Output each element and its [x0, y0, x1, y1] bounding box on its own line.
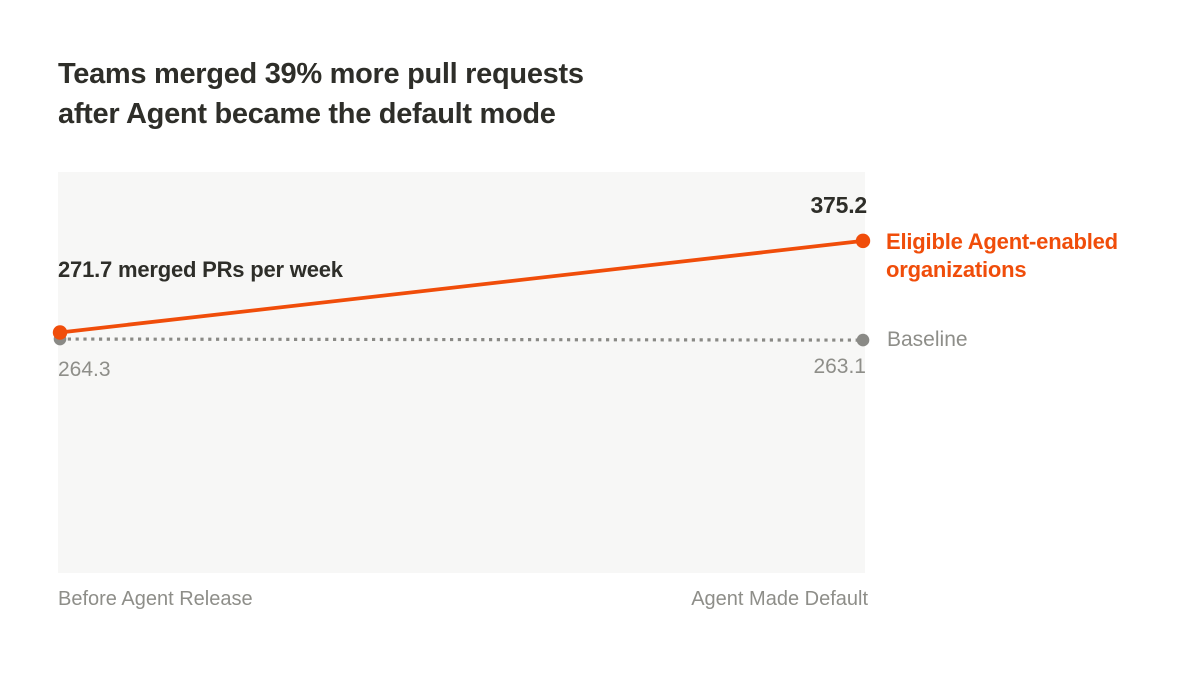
- agent-series-end-value: 375.2: [810, 192, 867, 218]
- plot-area: 271.7 merged PRs per week 375.2 264.3 26…: [52, 172, 871, 573]
- chart-title-line2: after Agent became the default mode: [58, 98, 556, 130]
- x-axis-label-before: Before Agent Release: [58, 588, 253, 610]
- legend-baseline-series-label: Baseline: [887, 328, 968, 351]
- agent-series-start-annotation: 271.7 merged PRs per week: [58, 257, 343, 282]
- baseline-end-value: 263.1: [813, 355, 866, 378]
- x-axis-label-after: Agent Made Default: [691, 588, 868, 610]
- legend-agent-series-label: Eligible Agent-enabled organizations: [886, 229, 1118, 282]
- x-axis-labels: Before Agent Release Agent Made Default: [58, 588, 868, 611]
- baseline-start-value: 264.3: [58, 358, 111, 381]
- chart-title-line1: Teams merged 39% more pull requests: [58, 58, 584, 90]
- slope-lines-svg: [52, 233, 871, 347]
- chart-title: Teams merged 39% more pull requests afte…: [58, 54, 584, 134]
